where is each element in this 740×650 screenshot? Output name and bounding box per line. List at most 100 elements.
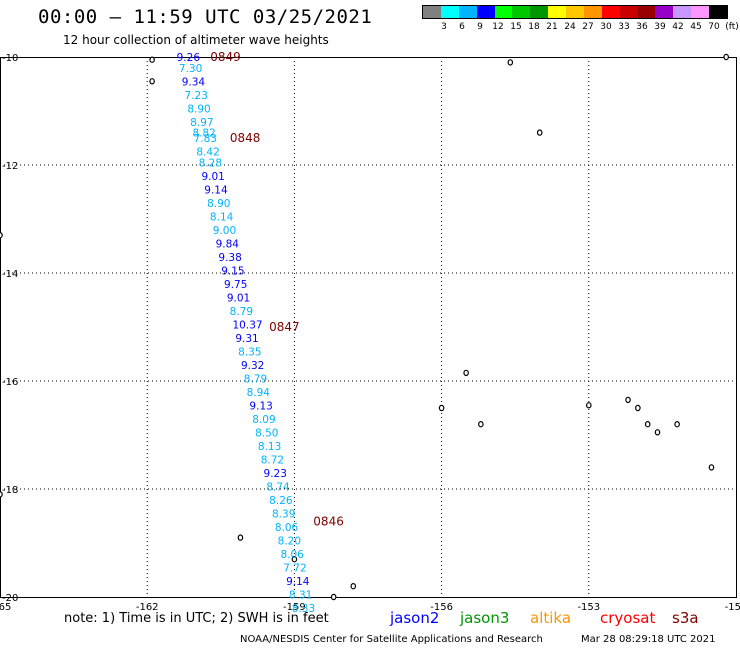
swh-value: 9.31 [235, 333, 258, 345]
legend-label: 45 [690, 22, 702, 32]
track-time-label: 0849 [210, 50, 241, 64]
legend-swatch [548, 6, 566, 18]
island-outline [330, 593, 337, 601]
swh-value: 7.72 [283, 562, 306, 574]
swh-value: 8.97 [190, 117, 213, 129]
island-outline [0, 232, 3, 239]
swh-value: 9.01 [201, 171, 224, 183]
swh-value: 9.13 [249, 400, 272, 412]
satellite-jason3: jason3 [460, 609, 510, 627]
swh-value: 8.39 [272, 508, 295, 520]
swh-value: 8.79 [230, 306, 253, 318]
lon-tick-label: -162 [136, 602, 159, 613]
legend-swatch [673, 6, 692, 18]
satellite-s3a: s3a [672, 609, 699, 627]
swh-value: 9.34 [182, 76, 206, 88]
lon-tick-label: -150 [725, 602, 740, 613]
swh-value: 9.75 [224, 279, 247, 291]
swh-value: 8.33 [292, 603, 315, 615]
legend-label: 70 [708, 22, 720, 32]
swh-value: 8.35 [238, 346, 261, 358]
swh-value: 8.72 [261, 454, 284, 466]
swh-value: 8.90 [207, 198, 230, 210]
swh-value: 8.26 [269, 495, 293, 507]
swh-value: 8.90 [187, 103, 210, 115]
legend-swatch [476, 6, 495, 18]
island-outline [350, 583, 357, 590]
legend-label: (ft) [725, 22, 739, 32]
legend-label: 15 [510, 22, 522, 32]
color-legend: 3 6 9 12 15 18 21 24 27 30 33 36 39 42 45 70 (ft) [422, 5, 739, 35]
satellite-altika: altika [530, 609, 572, 627]
legend-swatch [440, 6, 459, 18]
island-outline [507, 59, 514, 66]
legend-label: 39 [654, 22, 666, 32]
island-outline [585, 402, 592, 409]
lat-tick-label: -16 [2, 377, 18, 388]
lon-tick-label: -153 [577, 602, 600, 613]
map-frame [0, 57, 737, 598]
swh-value: 8.20 [278, 535, 301, 547]
legend-label: 9 [477, 22, 483, 32]
swh-value: 7.83 [194, 133, 217, 145]
island-outline [149, 78, 155, 85]
legend-swatch [530, 6, 549, 18]
legend-swatch [637, 6, 656, 18]
swh-value: 10.37 [233, 319, 263, 331]
legend-swatch [619, 6, 638, 18]
island-outline [463, 369, 469, 377]
swh-value: 8.79 [244, 373, 267, 385]
lat-tick-label: -18 [2, 485, 18, 496]
island-outline [635, 404, 641, 412]
island-outline [438, 404, 445, 412]
satellite-jason2: jason2 [390, 609, 440, 627]
lat-tick-label: -14 [2, 269, 18, 280]
swh-value: 8.06 [275, 522, 299, 534]
lat-tick-label: -10 [2, 53, 18, 64]
legend-label: 3 [441, 22, 447, 32]
island-outline [478, 421, 484, 428]
island-outline [149, 56, 155, 63]
swh-value: 9.38 [218, 252, 241, 264]
swh-value: 8.06 [280, 549, 304, 561]
legend-label: 30 [600, 22, 612, 32]
swh-value: 8.82 [192, 128, 215, 140]
legend-swatch [691, 6, 709, 18]
page-subtitle: 12 hour collection of altimeter wave hei… [63, 33, 329, 47]
swh-value: 9.84 [216, 238, 240, 250]
lon-tick-label: -165 [0, 602, 11, 613]
track-time-label: 0848 [230, 131, 261, 145]
island-outline [291, 556, 298, 563]
legend-swatch [566, 6, 584, 18]
swh-value: 8.09 [252, 414, 275, 426]
footnote: note: 1) Time is in UTC; 2) SWH is in fe… [64, 611, 329, 626]
swh-value: 9.26 [177, 52, 201, 64]
lon-tick-label: -159 [283, 602, 306, 613]
track-time-label: 0846 [313, 514, 344, 528]
island-outline [0, 491, 3, 498]
swh-value: 7.23 [185, 90, 208, 102]
legend-label: 27 [582, 22, 594, 32]
swh-value: 9.00 [213, 225, 236, 237]
legend-swatch [709, 6, 727, 18]
lat-tick-label: -12 [2, 161, 18, 172]
legend-swatch [512, 6, 531, 18]
island-outline [674, 421, 680, 428]
swh-value: 9.23 [264, 468, 287, 480]
lat-tick-label: -20 [2, 593, 18, 604]
legend-swatch [423, 6, 441, 18]
swh-value: 9.32 [241, 360, 264, 372]
island-outline [644, 421, 651, 428]
legend-label: 33 [618, 22, 630, 32]
legend-label: 21 [546, 22, 558, 32]
swh-value: 9.14 [286, 576, 310, 588]
legend-label: 42 [672, 22, 684, 32]
island-outline [536, 129, 543, 136]
legend-swatch [655, 6, 674, 18]
page-title: 00:00 – 11:59 UTC 03/25/2021 [38, 6, 373, 28]
swh-value: 9.01 [227, 292, 250, 304]
legend-swatch [583, 6, 602, 18]
credit-line: NOAA/NESDIS Center for Satellite Applica… [240, 634, 543, 645]
legend-swatch [458, 6, 477, 18]
swh-value: 8.42 [196, 147, 219, 159]
